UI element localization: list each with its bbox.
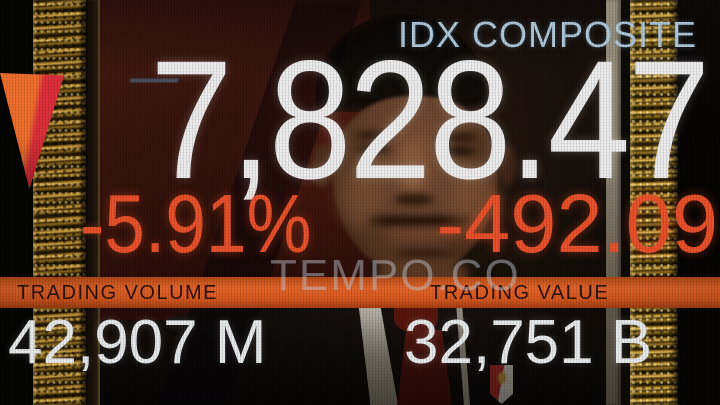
index-value: 7,828.47 (150, 25, 710, 214)
tempo-watermark: TEMPO.CO (270, 251, 521, 300)
index-change-points: -492.09 (436, 177, 718, 270)
gold-ornate-frame-left (33, 0, 86, 405)
portrait-smile (368, 216, 472, 227)
portrait-left-eyebrow (356, 131, 394, 140)
trading-volume-label: TRADING VOLUME (17, 282, 219, 304)
portrait-lower-lip (383, 228, 461, 239)
right-black-margin (678, 0, 720, 405)
portrait-nose-shadow (394, 194, 434, 205)
red-white-flag-pin (490, 365, 513, 404)
index-change-percent: -5.91% (80, 177, 312, 270)
index-name-label: IDX COMPOSITE (397, 14, 697, 55)
framed-portrait (100, 0, 608, 405)
gold-eagle-emblem (498, 372, 506, 384)
portrait-vignette (100, 0, 608, 405)
trading-value-value: 32,751 B (404, 308, 653, 377)
trading-volume-value: 42,907 M (8, 308, 267, 377)
left-black-margin (0, 0, 33, 405)
portrait-left-eye (357, 145, 391, 153)
stats-orange-bar (0, 277, 720, 308)
frame-gap-right (621, 0, 630, 405)
portrait-right-cheek (450, 168, 500, 234)
trading-value-label: TRADING VALUE (430, 282, 610, 304)
portrait-right-eye (439, 147, 477, 155)
portrait-right-eyebrow (436, 133, 478, 142)
portrait-right-ear (498, 144, 516, 186)
portrait-left-ear (312, 144, 332, 188)
gold-ornate-frame-right (630, 0, 678, 405)
red-tie (397, 330, 452, 405)
led-artifact-line (130, 79, 178, 82)
portrait-left-cheek (338, 165, 382, 227)
portrait-chin-shadow (395, 250, 453, 260)
portrait-nose (401, 140, 425, 195)
